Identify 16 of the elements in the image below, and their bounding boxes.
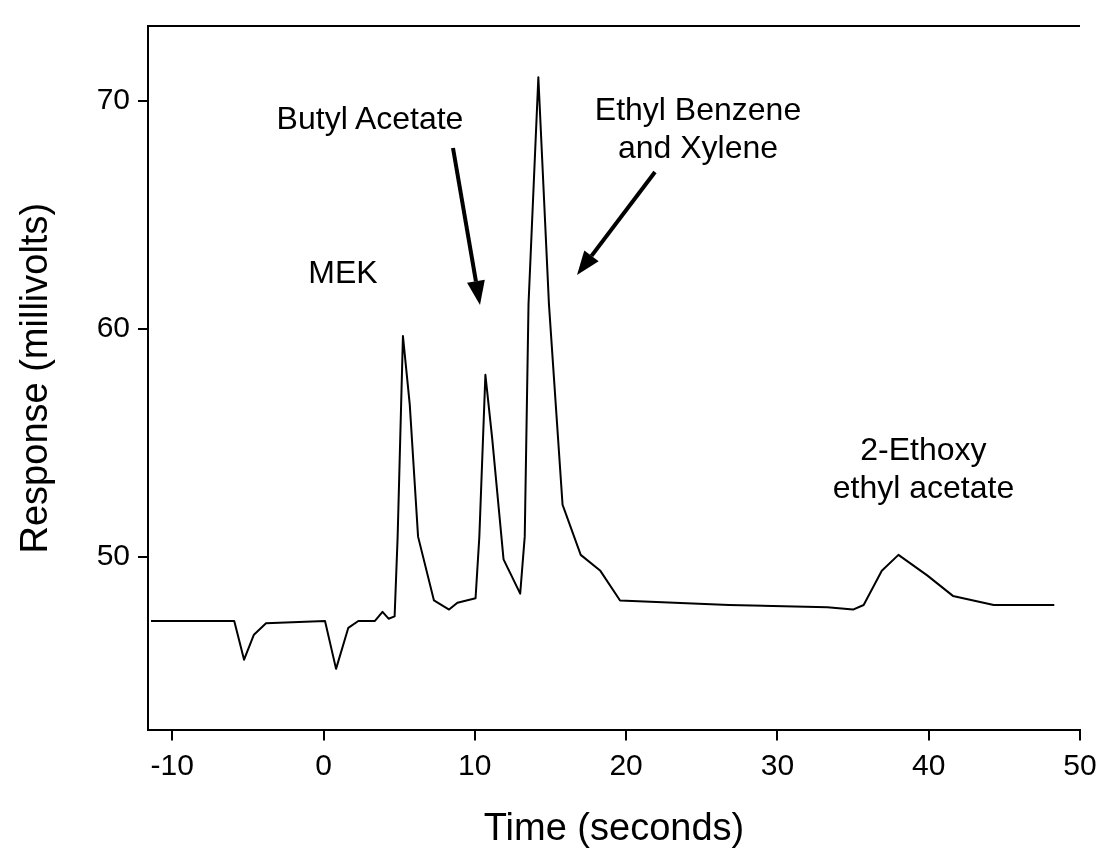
- y-tick-label: 50: [96, 538, 130, 572]
- x-tick-label: -10: [150, 747, 194, 781]
- y-axis-title: Response (millivolts): [13, 202, 56, 554]
- annotation: MEK: [308, 253, 378, 290]
- x-tick-label: 0: [315, 747, 332, 781]
- y-tick-label: 60: [96, 310, 130, 344]
- x-tick-label: 40: [912, 747, 946, 781]
- annotation: Ethyl Benzene and Xylene: [594, 90, 802, 165]
- x-tick-label: 10: [458, 747, 492, 781]
- y-tick-label: 70: [96, 82, 130, 116]
- annotation: 2-Ethoxy ethyl acetate: [832, 430, 1015, 505]
- x-tick-label: 50: [1063, 747, 1097, 781]
- x-tick-label: 30: [760, 747, 795, 781]
- x-tick-label: 20: [609, 747, 643, 781]
- x-axis-title: Time (seconds): [483, 805, 745, 848]
- annotation: Butyl Acetate: [276, 99, 464, 136]
